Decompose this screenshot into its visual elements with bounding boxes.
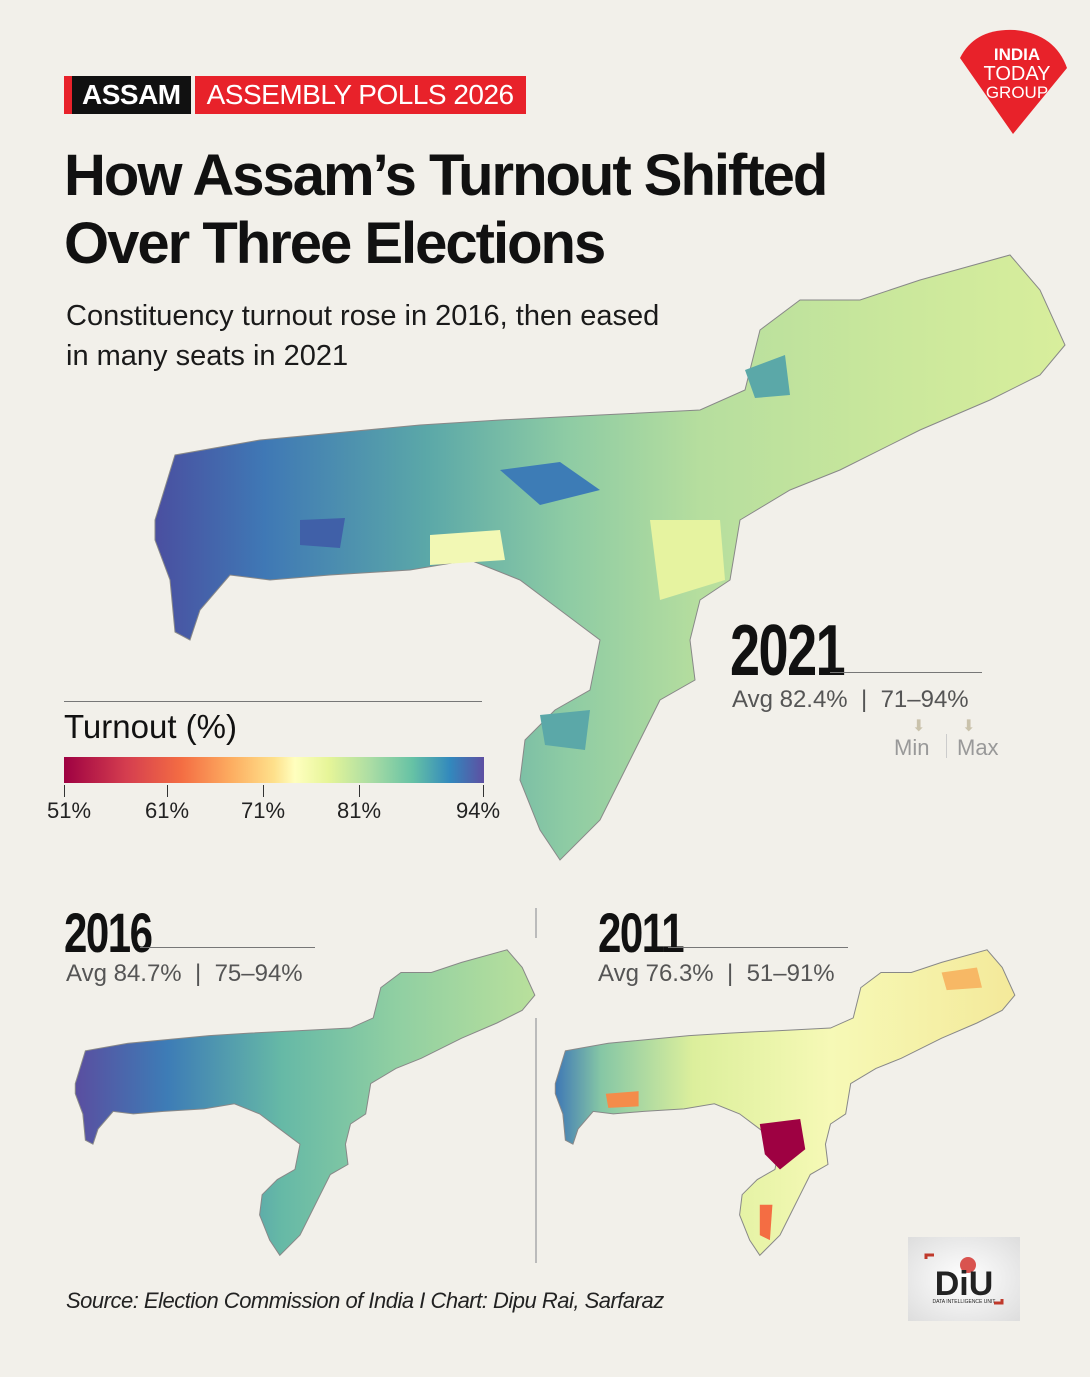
map-2021 [154,254,1066,861]
region-low-turnout [650,520,725,600]
divider [64,701,482,702]
legend-title: Turnout (%) [64,708,237,745]
svg-text:DATA INTELLIGENCE UNIT: DATA INTELLIGENCE UNIT [933,1299,996,1305]
range-2011: 51–91% [746,960,835,987]
stats-2021: Avg 82.4% | 71–94% [732,686,969,713]
year-label-2011: 2011 [598,901,685,964]
region-low-turnout [759,1204,773,1241]
page-subtitle: Constituency turnout rose in 2016, then … [66,300,660,372]
stats-2016: Avg 84.7% | 75–94% [66,960,303,987]
max-label: Max [957,735,999,760]
divider [668,947,848,948]
year-label-2016: 2016 [64,901,153,964]
avg-2016: Avg 84.7% [66,960,182,987]
svg-text:INDIA: INDIA [994,45,1040,64]
year-label-2021: 2021 [730,611,846,691]
svg-text:TODAY: TODAY [983,63,1050,85]
region-low-turnout [430,530,505,565]
legend-tick: 94% [455,798,501,823]
avg-2021: Avg 82.4% [732,686,848,713]
divider [535,1018,537,1263]
badge-accent [64,76,72,114]
legend-tick: 71% [240,798,286,823]
map-2016 [74,949,536,1256]
divider [535,908,537,938]
header-badge: ASSAM ASSEMBLY POLLS 2026 [64,76,526,114]
region-high-turnout [500,462,600,505]
avg-2011: Avg 76.3% [598,960,714,987]
diu-logo: DiU DATA INTELLIGENCE UNIT [908,1237,1020,1321]
arrow-down-icon: ⬇ [912,718,926,735]
svg-text:DiU: DiU [935,1265,994,1303]
region-low-turnout [605,1091,639,1108]
page-title: How Assam’s Turnout Shifted Over Three E… [64,143,828,276]
region-lowest-turnout [759,1118,806,1170]
divider [140,947,315,948]
region-low-turnout [941,967,982,991]
arrow-down-icon: ⬇ [962,718,976,735]
india-today-group-logo: INDIA TODAY GROUP [960,29,1067,134]
legend-color-bar [64,757,484,783]
region-mid-turnout [540,710,590,750]
stats-2011: Avg 76.3% | 51–91% [598,960,835,987]
range-2016: 75–94% [214,960,303,987]
divider [830,672,982,673]
range-2021: 71–94% [880,686,969,713]
region-mid-turnout [745,355,790,398]
state-badge: ASSAM [72,76,191,114]
map-2011 [554,949,1016,1256]
source-credit: Source: Election Commission of India I C… [66,1288,664,1313]
event-badge: ASSEMBLY POLLS 2026 [194,76,526,114]
legend-tick: 61% [144,798,190,823]
min-label: Min [894,735,930,760]
legend-tick: 81% [336,798,382,823]
svg-text:GROUP: GROUP [986,83,1048,102]
region-high-turnout [300,518,345,548]
legend-tick: 51% [46,798,92,823]
